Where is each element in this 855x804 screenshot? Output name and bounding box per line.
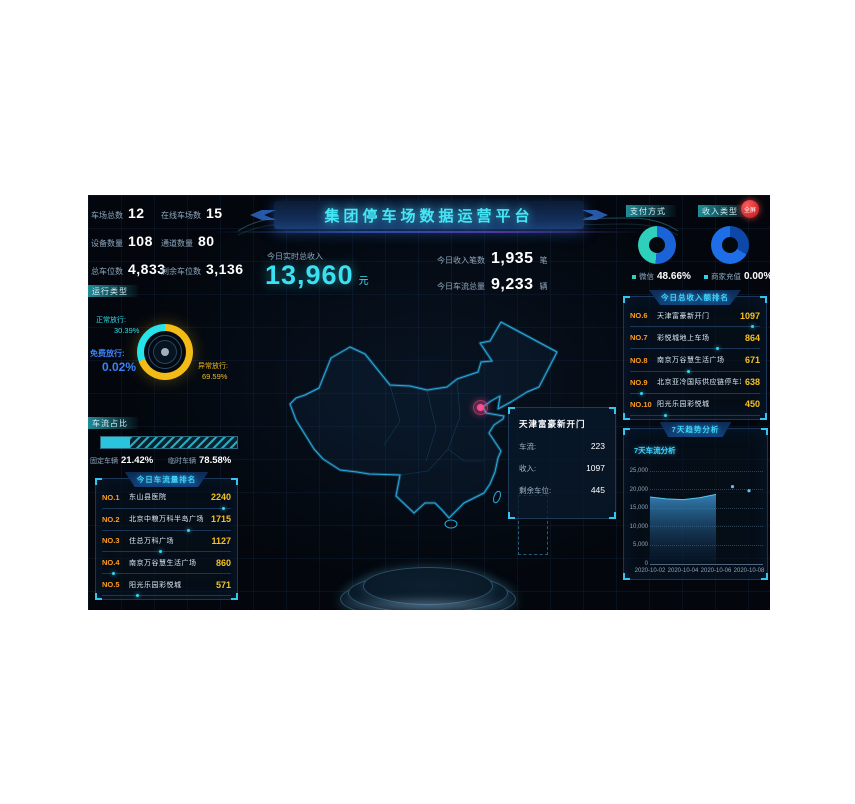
trend-panel-title: 7天趋势分析 bbox=[659, 422, 732, 437]
stat-channels: 通道数量 80 bbox=[161, 233, 215, 249]
stat-spaces-free: 剩余车位数 3,136 bbox=[161, 261, 244, 277]
taiwan-island bbox=[493, 490, 501, 504]
payment-legend: 微信 48.66% bbox=[632, 271, 691, 282]
rank-row: NO.9 北京亚冷国际供应链停车场 638 bbox=[630, 372, 760, 396]
today-income-count: 今日收入笔数 1,935 笔 bbox=[437, 250, 548, 267]
income-rank-panel: 今日总收入额排名 NO.6 天津富豪新开门 1097 NO.7 彩悦城地上车场 864 … bbox=[623, 290, 767, 420]
ratio-bar-fixed bbox=[101, 437, 131, 448]
rank-row: NO.10 阳光乐园彩悦城 450 bbox=[630, 394, 760, 418]
trend-scatter bbox=[730, 485, 751, 493]
today-revenue-unit: 元 bbox=[358, 276, 369, 287]
map-tooltip: 天津富豪新开门 车流: 223 收入: 1097 剩余车位: 445 bbox=[508, 407, 616, 519]
today-revenue: 13,960 元 bbox=[265, 260, 369, 291]
rank-row: NO.3 住总万科广场 1127 bbox=[102, 531, 231, 554]
ratio-fixed-legend: 固定车辆 21.42% bbox=[90, 455, 154, 466]
legend-dot bbox=[632, 274, 636, 279]
income-donut bbox=[711, 226, 749, 264]
fullscreen-button[interactable]: 全屏 bbox=[741, 200, 759, 218]
free-pass-value: 0.02% bbox=[102, 360, 137, 374]
rank-row: NO.8 南京万谷慧生活广场 671 bbox=[630, 349, 760, 373]
income-rank-title: 今日总收入额排名 bbox=[649, 290, 741, 305]
stage-ellipse bbox=[363, 567, 493, 605]
stat-parking-online: 在线车场数 15 bbox=[161, 205, 223, 221]
rank-row: NO.7 彩悦城地上车场 864 bbox=[630, 327, 760, 351]
tooltip-row: 收入: 1097 bbox=[519, 463, 605, 473]
trend-subtitle: 7天车流分析 bbox=[634, 446, 676, 455]
trend-panel: 7天趋势分析 7天车流分析 0 5,000 10,000 15,000 20,000 25… bbox=[623, 422, 768, 580]
free-pass-label: 免费放行: bbox=[90, 349, 125, 358]
traffic-ratio-header: 车流占比 bbox=[88, 417, 138, 429]
page-title: 集团停车场数据运营平台 bbox=[324, 207, 534, 225]
map-location-dot[interactable] bbox=[473, 400, 488, 415]
traffic-rank-title: 今日车流量排名 bbox=[124, 472, 209, 487]
dashboard: 集团停车场数据运营平台 车场总数 12 在线车场数 15 设备数量 108 通道数量 8… bbox=[88, 195, 770, 610]
tooltip-title: 天津富豪新开门 bbox=[519, 419, 586, 429]
today-revenue-value: 13,960 bbox=[265, 260, 354, 290]
abnormal-pass-label: 异常放行: bbox=[198, 363, 228, 370]
trend-plot bbox=[650, 471, 763, 564]
normal-pass-label: 正常放行: bbox=[96, 317, 126, 324]
trend-line bbox=[650, 493, 717, 501]
income-type-header: 收入类型 bbox=[698, 205, 748, 217]
legend-dot bbox=[704, 274, 708, 279]
gauge-ring bbox=[148, 335, 182, 369]
today-revenue-label: 今日实时总收入 bbox=[267, 252, 323, 261]
stage-glow bbox=[328, 597, 528, 610]
rank-row: NO.1 东山县医院 2240 bbox=[102, 487, 231, 510]
trend-area bbox=[650, 494, 716, 564]
rank-row: NO.4 南京万谷慧生活广场 860 bbox=[102, 552, 231, 575]
payment-method-header: 支付方式 bbox=[626, 205, 676, 217]
hainan-island bbox=[444, 519, 458, 529]
gauge-center-dot bbox=[161, 348, 169, 356]
stat-devices: 设备数量 108 bbox=[91, 233, 153, 249]
run-type-header: 运行类型 bbox=[88, 285, 138, 297]
income-legend: 商家充值 0.00% bbox=[704, 271, 770, 282]
stat-parking-total: 车场总数 12 bbox=[91, 205, 145, 221]
header-banner: 集团停车场数据运营平台 bbox=[274, 201, 584, 229]
rank-row: NO.5 阳光乐园彩悦城 571 bbox=[102, 574, 231, 597]
today-traffic-total: 今日车流总量 9,233 辆 bbox=[437, 276, 548, 293]
rank-row: NO.2 北京中粮万科半岛广场 1715 bbox=[102, 509, 231, 532]
tooltip-row: 剩余车位: 445 bbox=[519, 485, 605, 495]
ratio-bar-temp bbox=[130, 437, 237, 448]
abnormal-pass-value: 69.59% bbox=[202, 372, 228, 381]
banner-underline bbox=[214, 231, 644, 233]
traffic-rank-panel: 今日车流量排名 NO.1 东山县医院 2240 NO.2 北京中粮万科半岛广场 1715… bbox=[95, 472, 238, 600]
ratio-temp-legend: 临时车辆 78.58% bbox=[168, 455, 232, 466]
runtype-gauge bbox=[137, 324, 193, 380]
tooltip-row: 车流: 223 bbox=[519, 441, 605, 451]
traffic-ratio-bar bbox=[100, 436, 238, 449]
payment-donut bbox=[638, 226, 676, 264]
rank-row: NO.6 天津富豪新开门 1097 bbox=[630, 305, 760, 329]
normal-pass-value: 30.39% bbox=[114, 326, 140, 335]
stat-spaces-total: 总车位数 4,833 bbox=[91, 261, 166, 277]
